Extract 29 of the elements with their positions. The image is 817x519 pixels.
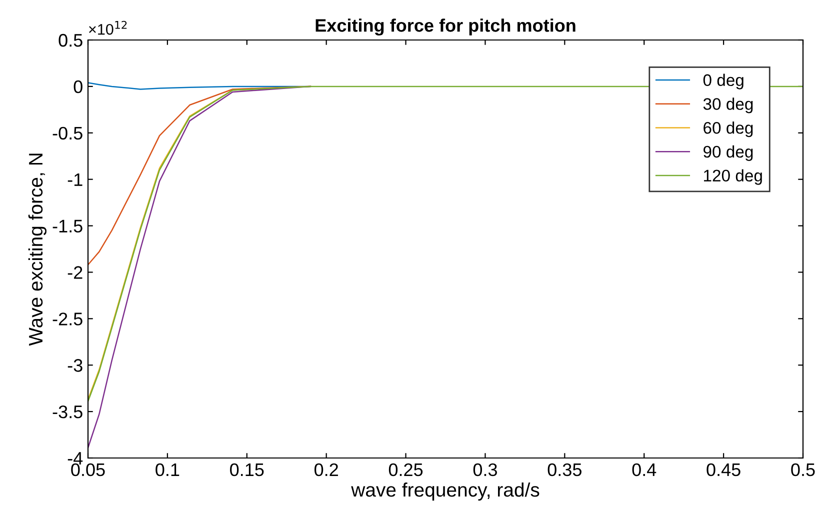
y-tick-label: -2 xyxy=(68,266,82,279)
y-tick-label: 0.5 xyxy=(58,34,82,47)
x-tick-label: 0.45 xyxy=(706,463,740,476)
chart-title: Exciting force for pitch motion xyxy=(316,18,576,36)
legend-label: 30 deg xyxy=(703,98,753,114)
text: ×10$^{12}$ xyxy=(89,20,127,35)
y-tick-label: -1.5 xyxy=(52,220,82,232)
legend-label: 60 deg xyxy=(704,122,753,138)
x-tick-label: 0.05 xyxy=(71,463,105,476)
y-tick-label: -1 xyxy=(68,173,82,186)
x-tick-label: 0.25 xyxy=(388,463,423,476)
y-tick-label: -0.5 xyxy=(52,126,82,140)
legend-label: 90 deg xyxy=(704,145,753,161)
y-axis-title: Wave exciting force, N xyxy=(28,154,46,346)
legend-label: 0 deg xyxy=(703,74,744,90)
y-tick-label: -3 xyxy=(68,359,82,372)
x-tick-label: 0.4 xyxy=(632,463,656,476)
x-tick-label: 0.15 xyxy=(230,463,264,476)
legend-label: 120 deg xyxy=(704,169,762,185)
x-tick-label: 0.2 xyxy=(314,463,338,476)
x-axis-title: wave frequency, rad/s xyxy=(351,482,540,501)
y-tick-label: 0 xyxy=(74,80,82,94)
x-tick-label: 0.35 xyxy=(548,463,582,476)
x-tick-label: 0.5 xyxy=(791,463,815,476)
y-tick-label: -3.5 xyxy=(52,405,82,418)
x-tick-label: 0.1 xyxy=(156,463,180,476)
y-tick-label: -4 xyxy=(68,452,83,465)
y-tick-label: -2.5 xyxy=(52,312,82,326)
x-tick-label: 0.3 xyxy=(473,463,497,476)
